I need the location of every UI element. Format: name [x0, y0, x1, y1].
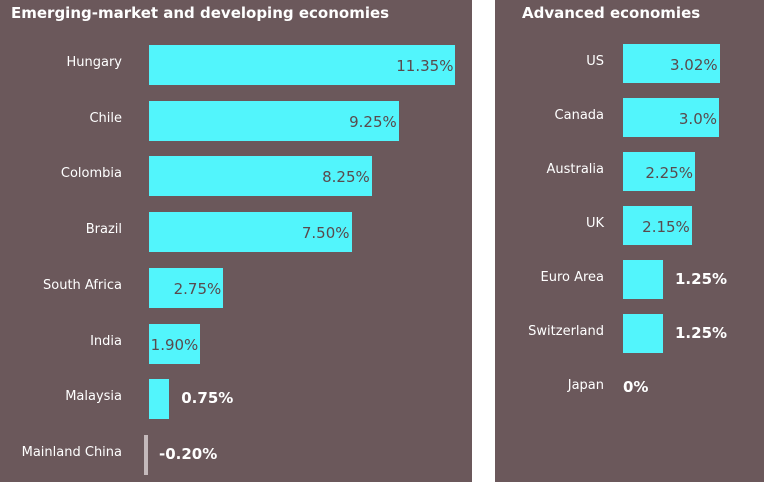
bar	[149, 379, 170, 420]
category-label: Mainland China	[21, 444, 122, 460]
bar	[149, 156, 372, 197]
bar	[144, 434, 148, 475]
bar	[623, 98, 719, 137]
data-label: 3.02%	[669, 56, 718, 74]
data-label: 0%	[623, 378, 649, 396]
bar	[623, 260, 663, 299]
bar	[623, 152, 695, 191]
data-label: 8.25%	[322, 168, 370, 187]
category-label: Canada	[554, 108, 604, 123]
category-label: South Africa	[43, 277, 122, 293]
category-label: India	[90, 333, 122, 349]
bar	[149, 100, 399, 141]
data-label: -0.20%	[159, 444, 218, 463]
category-label: Hungary	[66, 55, 122, 70]
data-label: 1.25%	[675, 270, 728, 288]
data-label: 1.25%	[675, 324, 728, 342]
category-label: Euro Area	[540, 270, 604, 285]
bar	[149, 45, 456, 85]
data-label: 1.90%	[150, 335, 199, 354]
data-label: 7.50%	[301, 224, 350, 243]
emerging-markets-panel: Emerging-market and developing economies…	[0, 0, 472, 482]
data-label: 9.25%	[349, 112, 397, 131]
chart-title: Advanced economies	[522, 4, 701, 22]
data-label: 11.35%	[396, 57, 454, 75]
category-label: Switzerland	[528, 324, 604, 339]
bar	[623, 44, 720, 83]
category-label: Japan	[567, 378, 604, 393]
bar	[623, 314, 663, 353]
data-label: 3.0%	[678, 110, 717, 128]
category-label: Chile	[89, 110, 122, 126]
chart-title: Emerging-market and developing economies	[11, 4, 390, 22]
category-label: UK	[585, 216, 604, 231]
category-label: Australia	[546, 162, 604, 177]
data-label: 2.25%	[645, 164, 693, 182]
advanced-economies-panel: Advanced economies US 3.02% Canada 3.0% Aust…	[495, 0, 764, 482]
bar	[149, 212, 352, 253]
bar	[149, 267, 224, 308]
category-label: Colombia	[60, 166, 122, 182]
bar	[623, 206, 692, 245]
category-label: Brazil	[85, 222, 122, 238]
category-label: US	[586, 54, 604, 69]
data-label: 0.75%	[181, 389, 234, 408]
category-label: Malaysia	[65, 389, 122, 405]
data-label: 2.15%	[642, 218, 690, 236]
data-label: 2.75%	[173, 279, 222, 298]
bar	[149, 323, 201, 364]
